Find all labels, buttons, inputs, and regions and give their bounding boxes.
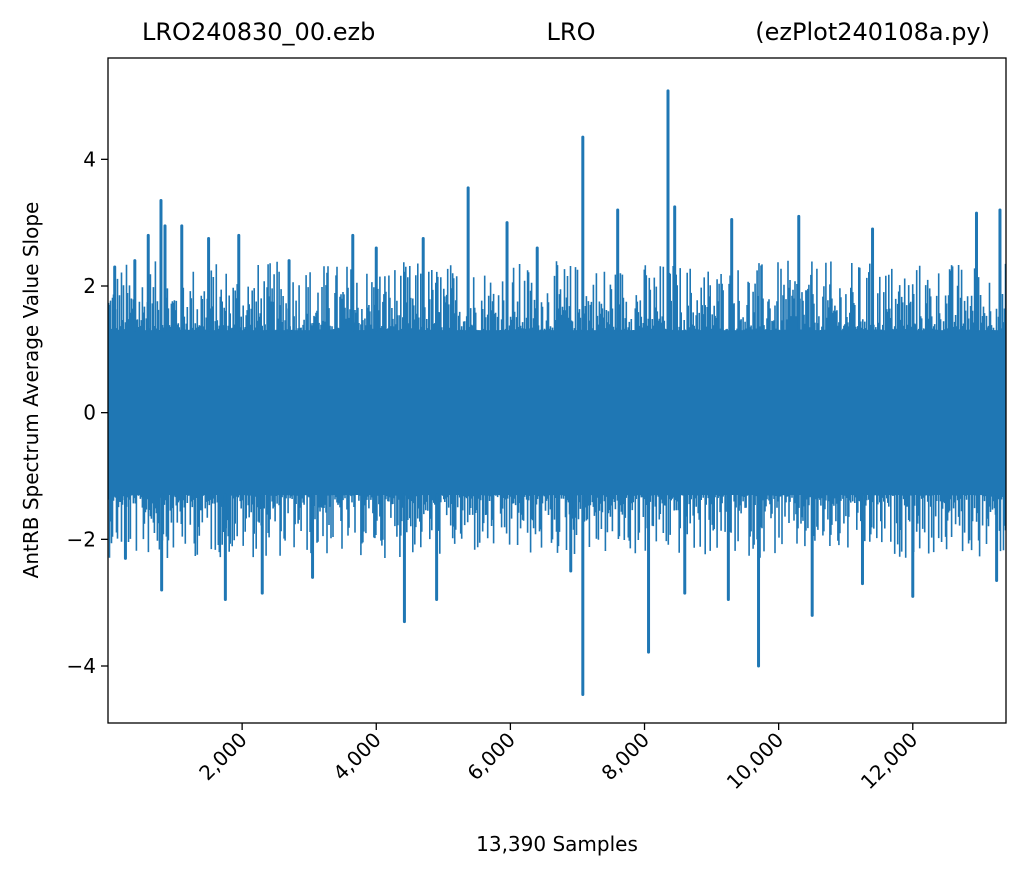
x-tick-label: 8,000 <box>597 728 654 785</box>
y-axis-label: AntRB Spectrum Average Value Slope <box>19 202 43 579</box>
y-tick-label: −4 <box>67 654 96 678</box>
chart-title-left: LRO240830_00.ezb <box>142 18 375 46</box>
y-tick-label: 2 <box>83 274 96 298</box>
x-tick-label: 12,000 <box>856 728 922 794</box>
x-tick-label: 4,000 <box>328 728 385 785</box>
y-tick-label: 0 <box>83 401 96 425</box>
y-tick-label: 4 <box>83 147 96 171</box>
plot-frame <box>107 57 1007 724</box>
series-layer <box>108 89 1006 696</box>
x-axis-label: 13,390 Samples <box>476 832 638 856</box>
y-axis: −4 −2 0 2 4 <box>67 147 108 678</box>
series-noise-texture <box>108 260 1006 558</box>
chart-title-center: LRO <box>547 18 596 46</box>
x-axis: 2,000 4,000 6,000 8,000 10,000 12,000 <box>194 723 922 794</box>
x-tick-label: 10,000 <box>722 728 788 794</box>
x-tick-label: 6,000 <box>462 728 519 785</box>
x-tick-label: 2,000 <box>194 728 251 785</box>
y-tick-label: −2 <box>67 527 96 551</box>
chart-title-right: (ezPlot240108a.py) <box>755 18 990 46</box>
